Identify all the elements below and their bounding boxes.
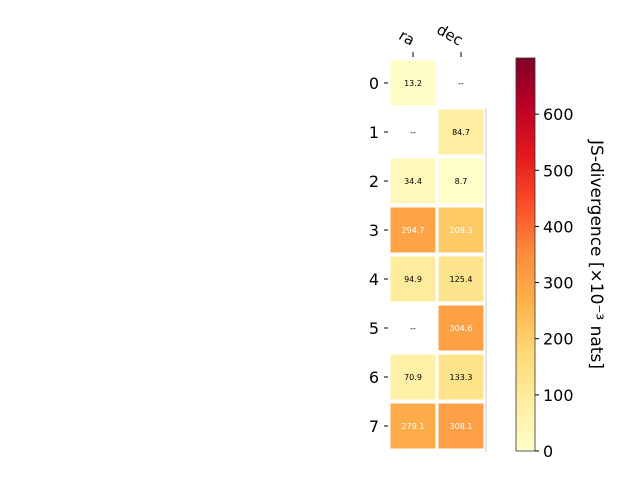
cell-value-label: -- — [410, 324, 416, 333]
heatmap-cell — [390, 354, 436, 400]
heatmap-cell — [438, 207, 484, 253]
cell-value-label: 8.7 — [455, 177, 468, 186]
heatmap-cell — [390, 207, 436, 253]
colorbar-tick-label: 0 — [543, 442, 553, 461]
cell-value-label: 34.4 — [404, 177, 422, 186]
heatmap-cells: 13.2 -- -- 84.7 34.4 8.7 294.7 209.3 94.9 125.4 --… — [390, 60, 484, 449]
colorbar-label: JS-divergence [×10⁻³ nats] — [586, 139, 606, 369]
column-labels: ra dec — [396, 20, 466, 57]
colorbar-tick-label: 600 — [543, 105, 574, 124]
heatmap-cell — [438, 158, 484, 204]
cell-value-label: 133.3 — [450, 373, 473, 382]
colorbar-tick-label: 100 — [543, 386, 574, 405]
row-label: 2 — [369, 172, 379, 191]
heatmap-cell — [438, 256, 484, 302]
row-label: 0 — [369, 74, 379, 93]
cell-value-label: 125.4 — [450, 275, 473, 284]
cell-value-label: 294.7 — [402, 226, 425, 235]
row-label: 4 — [369, 270, 379, 289]
colorbar-tick-label: 400 — [543, 217, 574, 236]
cell-value-label: 308.1 — [450, 422, 473, 431]
cell-value-label: 304.6 — [450, 324, 473, 333]
cell-value-label: 279.1 — [402, 422, 425, 431]
colorbar-gradient — [515, 57, 536, 452]
colorbar-ticks: 0 100 200 300 400 500 600 — [535, 105, 574, 461]
cell-value-label: 84.7 — [452, 128, 470, 137]
colorbar: 0 100 200 300 400 500 600 JS-divergence [×10⁻³… — [515, 57, 606, 461]
heatmap-cell — [390, 256, 436, 302]
heatmap-cell — [438, 109, 484, 155]
heatmap-cell — [438, 354, 484, 400]
row-label: 3 — [369, 221, 379, 240]
heatmap-cell — [390, 60, 436, 106]
row-label: 5 — [369, 319, 379, 338]
column-label: dec — [434, 20, 466, 49]
cell-value-label: -- — [458, 79, 464, 88]
heatmap-cell — [438, 305, 484, 351]
colorbar-tick-label: 200 — [543, 330, 574, 349]
row-label: 6 — [369, 368, 379, 387]
cell-value-label: 94.9 — [404, 275, 422, 284]
cell-value-label: 70.9 — [404, 373, 422, 382]
heatmap-cell — [438, 403, 484, 449]
cell-value-label: 13.2 — [404, 79, 422, 88]
cell-value-label: 209.3 — [450, 226, 473, 235]
colorbar-tick-label: 500 — [543, 161, 574, 180]
row-label: 7 — [369, 417, 379, 436]
heatmap-cell — [390, 158, 436, 204]
cell-value-label: -- — [410, 128, 416, 137]
column-label: ra — [396, 26, 418, 49]
colorbar-tick-label: 300 — [543, 274, 574, 293]
heatmap-cell — [390, 403, 436, 449]
row-label: 1 — [369, 123, 379, 142]
row-labels: 0 1 2 3 4 5 6 7 — [369, 74, 487, 452]
